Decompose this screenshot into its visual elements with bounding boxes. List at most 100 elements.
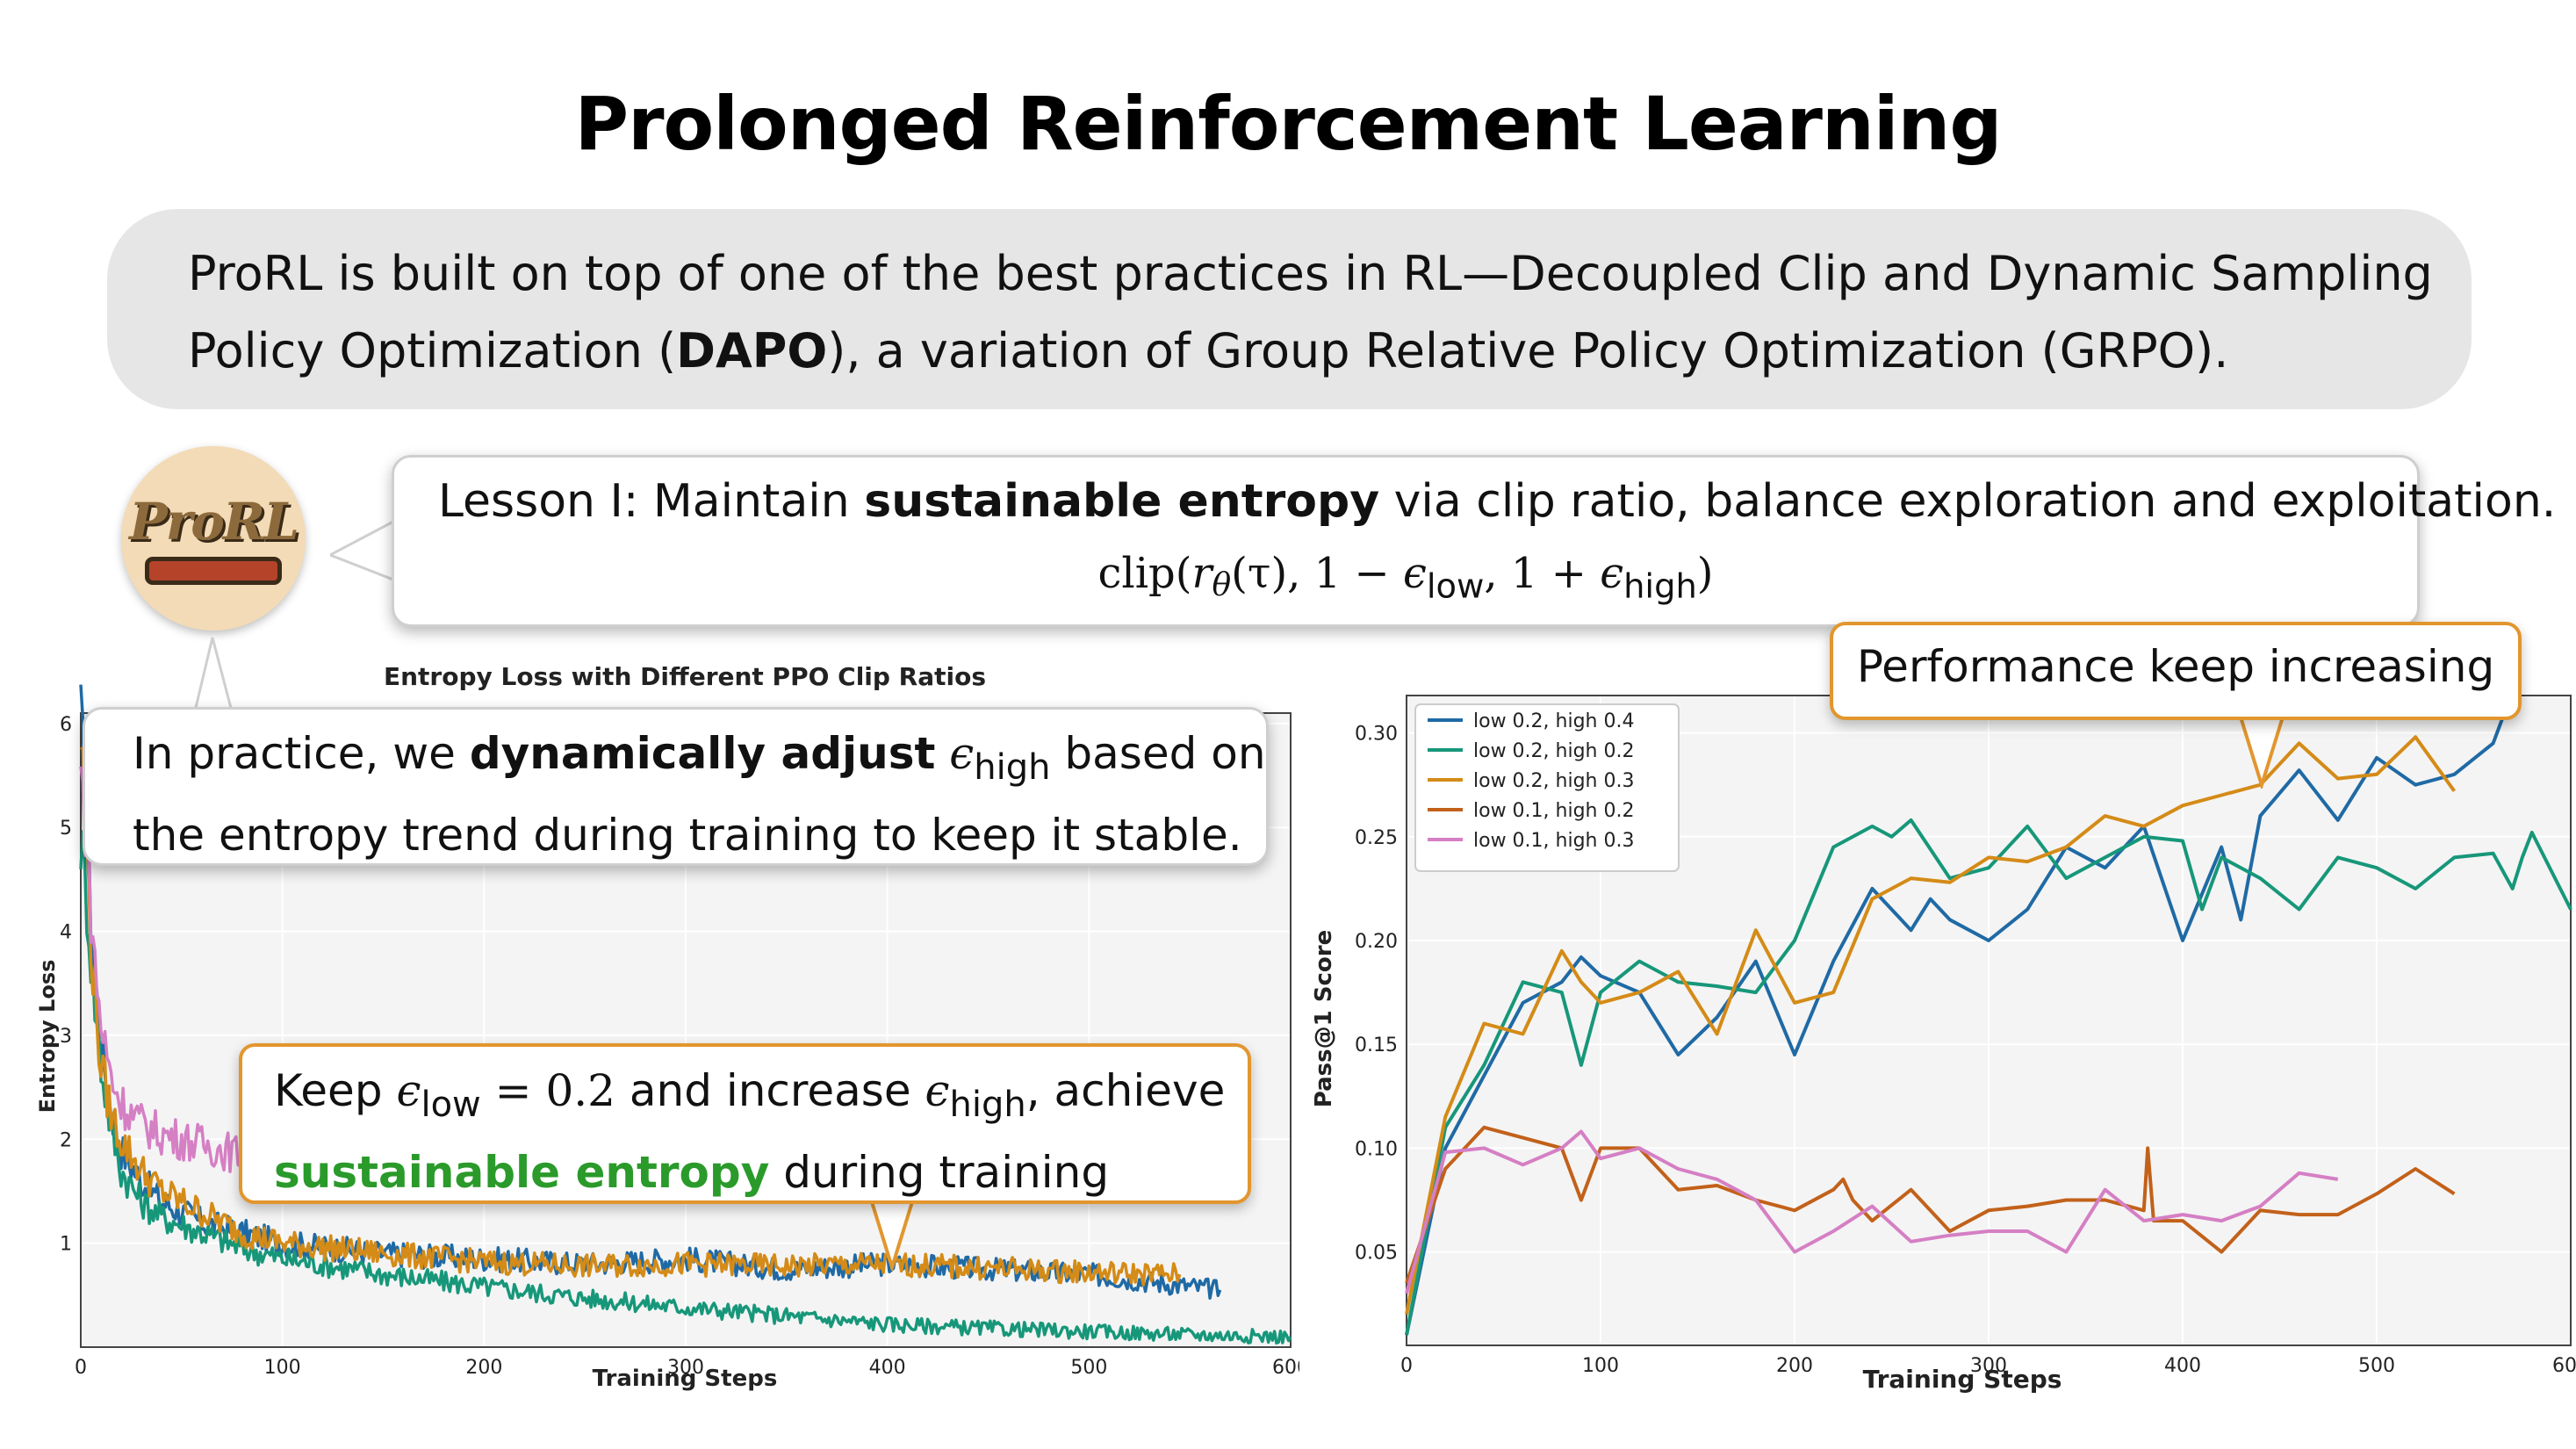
practice-line-2: the entropy trend during training to kee…	[133, 810, 1242, 861]
formula-eps-high: ϵ	[1600, 549, 1624, 598]
intro-line-2-post: ), a variation of Group Relative Policy …	[827, 323, 2229, 378]
keep-line-2: sustainable entropy during training	[274, 1139, 1225, 1207]
formula-end: )	[1696, 549, 1714, 598]
perf-callout: Performance keep increasing	[1830, 622, 2522, 720]
keep-sub-2: high	[949, 1085, 1026, 1125]
intro-text: ProRL is built on top of one of the best…	[188, 235, 2436, 390]
x-axis-label: Training Steps	[593, 1366, 778, 1392]
keep-eps-2: ϵ	[925, 1065, 950, 1116]
keep-eq: = 0.2	[480, 1065, 615, 1116]
practice-pointer	[193, 637, 234, 713]
keep-eps-1: ϵ	[396, 1065, 421, 1116]
x-tick-label: 400	[869, 1357, 906, 1379]
y-tick-label: 5	[60, 818, 72, 840]
practice-post: based on	[1050, 728, 1266, 779]
legend-label-3: low 0.1, high 0.2	[1473, 800, 1634, 822]
x-tick-label: 300	[1970, 1355, 2007, 1377]
lesson-text: Lesson I: Maintain sustainable entropy v…	[438, 475, 2556, 528]
keep-line-1: Keep ϵlow = 0.2 and increase ϵhigh, achi…	[274, 1057, 1225, 1139]
y-tick-label: 0.20	[1355, 931, 1398, 953]
intro-line-1: ProRL is built on top of one of the best…	[188, 246, 2433, 301]
lesson-pre: Lesson I: Maintain	[438, 475, 865, 528]
series-line-1	[79, 830, 1292, 1345]
formula-theta: θ	[1212, 567, 1232, 603]
x-tick-label: 600	[1272, 1357, 1299, 1379]
y-tick-label: 0.15	[1355, 1034, 1398, 1056]
legend-label-2: low 0.2, high 0.3	[1473, 770, 1634, 792]
practice-text: In practice, we dynamically adjust ϵhigh…	[133, 720, 1266, 869]
series-line-0	[1405, 690, 2515, 1336]
lesson-pointer	[330, 520, 397, 583]
series-line-2	[1405, 735, 2457, 1315]
series-line-4	[1405, 1129, 2339, 1294]
x-tick-label: 500	[1070, 1357, 1107, 1379]
keep-pre: Keep	[274, 1065, 397, 1116]
y-tick-label: 1	[60, 1234, 72, 1256]
logo-wordmark: ProRL	[129, 492, 299, 551]
series-line-1	[1405, 818, 2572, 1336]
x-tick-label: 0	[75, 1357, 87, 1379]
keep-post-2: during training	[769, 1147, 1110, 1198]
y-tick-label: 0.05	[1355, 1243, 1398, 1265]
practice-bold: dynamically adjust	[469, 728, 936, 779]
practice-line-1: In practice, we dynamically adjust ϵhigh…	[133, 720, 1266, 802]
practice-eps: ϵ	[935, 728, 975, 779]
legend-label-4: low 0.1, high 0.3	[1473, 830, 1634, 852]
x-tick-label: 200	[465, 1357, 502, 1379]
page-title: Prolonged Reinforcement Learning	[574, 81, 2003, 167]
y-tick-label: 2	[60, 1129, 72, 1151]
lesson-bold: sustainable entropy	[864, 475, 1380, 528]
keep-callout: Keep ϵlow = 0.2 and increase ϵhigh, achi…	[239, 1043, 1251, 1204]
intro-panel: ProRL is built on top of one of the best…	[107, 209, 2472, 409]
formula-low: low	[1426, 566, 1485, 607]
clip-formula: clip(rθ(τ), 1 − ϵlow, 1 + ϵhigh)	[394, 549, 2417, 607]
practice-sub: high	[974, 747, 1051, 788]
y-axis-label: Entropy Loss	[35, 960, 60, 1114]
series-line-3	[1405, 1125, 2456, 1284]
keep-text: Keep ϵlow = 0.2 and increase ϵhigh, achi…	[274, 1057, 1225, 1207]
keep-mid: and increase	[615, 1065, 925, 1116]
legend-box	[1414, 703, 1680, 872]
legend-label-0: low 0.2, high 0.4	[1473, 710, 1634, 732]
x-tick-label: 0	[1400, 1355, 1413, 1377]
x-tick-label: 600	[2552, 1355, 2576, 1377]
lesson-callout: Lesson I: Maintain sustainable entropy v…	[392, 455, 2556, 627]
series-line-3	[79, 766, 244, 1173]
y-tick-label: 0.25	[1355, 827, 1398, 849]
keep-post: , achieve	[1025, 1065, 1226, 1116]
x-tick-label: 100	[1582, 1355, 1619, 1377]
x-axis-label-right: Training Steps	[1863, 1365, 2062, 1394]
formula-high: high	[1623, 566, 1697, 607]
formula-eps-low: ϵ	[1402, 549, 1427, 598]
practice-callout: In practice, we dynamically adjust ϵhigh…	[83, 707, 1269, 866]
logo-bar	[145, 557, 282, 585]
y-axis-label-right: Pass@1 Score	[1311, 930, 1337, 1107]
series-line-2	[79, 746, 1182, 1287]
y-tick-label: 4	[60, 922, 72, 944]
formula-fn: clip(	[1097, 549, 1192, 598]
lesson-post: via clip ratio, balance exploration and …	[1379, 475, 2557, 528]
keep-sub-1: low	[421, 1085, 481, 1125]
legend-label-1: low 0.2, high 0.2	[1473, 740, 1634, 762]
pass-plot-area: 0 100 200 300 400 500 600 0.05 0.10 0.15 0.20 0.25 0…	[1355, 690, 2576, 1377]
y-tick-label: 6	[60, 714, 72, 736]
y-tick-label: 3	[60, 1026, 72, 1048]
x-tick-label: 100	[264, 1357, 301, 1379]
x-tick-label: 300	[667, 1357, 704, 1379]
y-tick-label: 0.10	[1355, 1138, 1398, 1160]
formula-r: r	[1191, 549, 1212, 598]
x-tick-label: 500	[2358, 1355, 2395, 1377]
prorl-logo: ProRL	[121, 446, 306, 631]
formula-mid: , 1 +	[1484, 549, 1601, 598]
y-tick-label: 0.30	[1355, 724, 1398, 746]
chart-title: Entropy Loss with Different PPO Clip Rat…	[384, 662, 986, 691]
x-tick-label: 400	[2164, 1355, 2201, 1377]
x-tick-label: 200	[1776, 1355, 1813, 1377]
intro-dapo: DAPO	[676, 323, 828, 378]
keep-green: sustainable entropy	[274, 1147, 770, 1198]
practice-pre: In practice, we	[133, 728, 470, 779]
intro-line-2: Policy Optimization (DAPO), a variation …	[188, 313, 2436, 390]
intro-line-2-pre: Policy Optimization (	[188, 323, 677, 378]
formula-tau: (τ), 1 −	[1231, 549, 1403, 598]
perf-text: Performance keep increasing	[1856, 641, 2495, 692]
